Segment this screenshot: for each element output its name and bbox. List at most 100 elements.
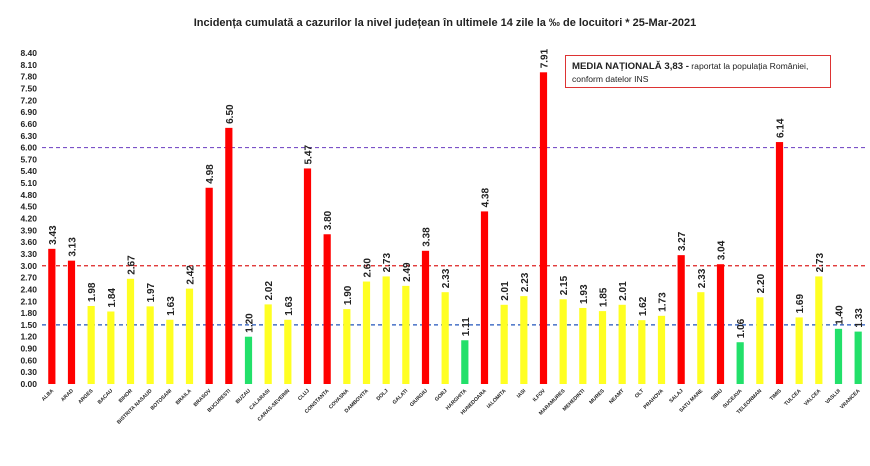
- category-label: ILFOV: [532, 388, 547, 403]
- bar: [87, 305, 95, 384]
- reference-lines: [42, 146, 866, 326]
- data-label: 3.27: [677, 231, 688, 251]
- y-tick-label: 5.10: [20, 178, 37, 188]
- data-label: 1.63: [284, 296, 295, 316]
- category-label: VALCEA: [803, 388, 822, 407]
- y-tick-label: 6.90: [20, 107, 37, 117]
- data-label: 3.04: [717, 240, 728, 260]
- data-label: 1.33: [854, 308, 865, 328]
- bar: [598, 311, 607, 384]
- data-label: 6.14: [776, 118, 787, 138]
- bar: [284, 319, 292, 384]
- y-tick-label: 6.00: [20, 143, 37, 153]
- bar: [166, 319, 174, 384]
- data-label: 1.69: [795, 294, 806, 314]
- data-label: 1.73: [658, 292, 669, 312]
- data-label: 2.73: [815, 253, 826, 273]
- y-tick-label: 1.20: [20, 332, 37, 342]
- bar: [834, 328, 843, 384]
- category-label: VRANCEA: [839, 388, 862, 411]
- data-label: 2.33: [697, 268, 708, 288]
- category-label: BACAU: [97, 388, 115, 406]
- bar: [244, 336, 253, 384]
- bar: [421, 250, 430, 384]
- bar: [402, 285, 410, 384]
- data-label: 3.80: [323, 210, 334, 230]
- y-tick-label: 3.30: [20, 249, 37, 259]
- national-average-bold: MEDIA NAȚIONALĂ 3,83 -: [572, 61, 689, 72]
- bar: [815, 276, 823, 384]
- category-label: BRAILA: [175, 388, 193, 406]
- category-label: ALBA: [41, 388, 56, 403]
- y-tick-label: 3.00: [20, 261, 37, 271]
- category-label: DOLJ: [376, 388, 390, 402]
- bar: [225, 127, 233, 384]
- bars: [48, 72, 862, 384]
- data-label: 2.67: [127, 255, 138, 275]
- bar: [323, 234, 331, 384]
- data-label: 2.33: [441, 268, 452, 288]
- data-label: 1.20: [245, 313, 256, 333]
- data-label: 3.43: [48, 225, 59, 245]
- bar: [756, 297, 764, 384]
- bar: [854, 331, 862, 384]
- category-label: BOTOSANI: [150, 388, 174, 412]
- category-label: GALATI: [392, 388, 410, 406]
- category-label: GIURGIU: [409, 388, 429, 408]
- bar: [677, 255, 685, 384]
- data-label: 1.97: [146, 282, 157, 302]
- data-label: 7.91: [540, 48, 551, 68]
- data-label: 4.98: [205, 164, 216, 184]
- data-label: 1.40: [835, 305, 846, 325]
- bar: [559, 299, 567, 384]
- national-average-note: MEDIA NAȚIONALĂ 3,83 - raportat la popul…: [565, 55, 831, 88]
- category-label: PRAHOVA: [643, 388, 665, 410]
- data-label: 2.49: [402, 262, 413, 282]
- y-tick-label: 5.70: [20, 154, 37, 164]
- data-label: 1.84: [107, 288, 118, 308]
- bar: [638, 320, 646, 384]
- data-labels: 3.43 3.13 1.98 1.84 2.67 1.97 1.63 2.42 4.98 6.50…: [48, 48, 865, 338]
- y-tick-label: 4.50: [20, 202, 37, 212]
- bar: [716, 264, 725, 384]
- y-tick-label: 2.70: [20, 273, 37, 283]
- category-label: BIHOR: [118, 388, 134, 404]
- y-tick-label: 0.90: [20, 344, 37, 354]
- y-tick-label: 2.10: [20, 296, 37, 306]
- y-tick-label: 4.80: [20, 190, 37, 200]
- y-tick-label: 4.20: [20, 214, 37, 224]
- data-label: 3.38: [422, 227, 433, 247]
- data-label: 1.06: [736, 318, 747, 338]
- category-label: GORJ: [434, 388, 449, 403]
- data-label: 1.63: [166, 296, 177, 316]
- bar: [67, 260, 76, 384]
- bar: [205, 187, 213, 384]
- y-tick-label: 7.50: [20, 83, 37, 93]
- bar: [362, 281, 371, 384]
- data-label: 1.62: [638, 296, 649, 316]
- y-axis-ticks: 0.00 0.30 0.600.90 1.20 1.50 1.80 2.10 2.402.70…: [20, 48, 37, 389]
- bar: [382, 276, 390, 384]
- data-label: 2.02: [264, 281, 275, 301]
- bar: [539, 72, 548, 384]
- bar: [185, 288, 194, 384]
- bar: [618, 304, 626, 384]
- category-label: IASI: [516, 388, 528, 400]
- category-label: BISTRITA NASAUD: [116, 388, 154, 426]
- bar: [461, 340, 469, 384]
- bar: [480, 211, 489, 384]
- national-average-text: raportat la populația României, conform …: [572, 61, 809, 84]
- y-tick-label: 7.80: [20, 72, 37, 82]
- chart-title: Incidența cumulată a cazurilor la nivel …: [194, 17, 697, 29]
- category-label: VASLUI: [824, 388, 842, 406]
- data-label: 1.90: [343, 285, 354, 305]
- data-label: 2.01: [618, 281, 629, 301]
- data-label: 2.15: [559, 275, 570, 295]
- category-label: NEAMT: [608, 388, 626, 406]
- data-label: 2.01: [500, 281, 511, 301]
- bar: [579, 307, 587, 384]
- category-label: MURES: [588, 388, 606, 406]
